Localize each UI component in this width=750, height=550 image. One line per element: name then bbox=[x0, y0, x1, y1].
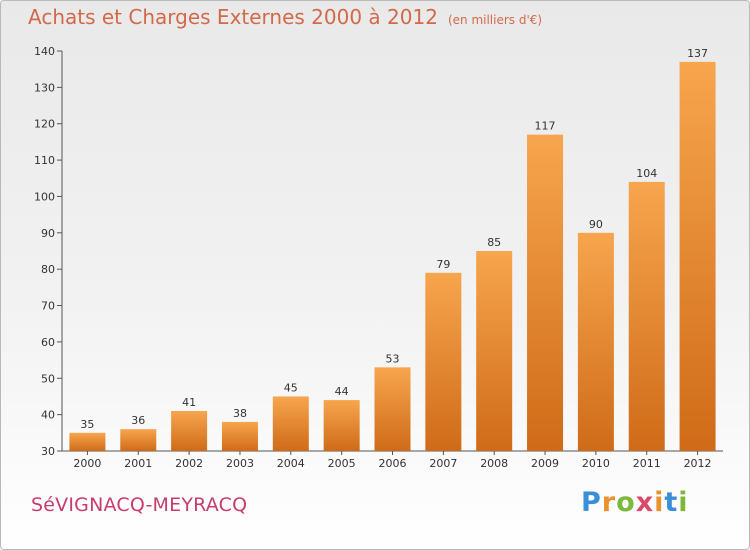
x-tick-label: 2011 bbox=[633, 457, 661, 470]
bar-2003 bbox=[221, 421, 258, 451]
y-tick-label: 90 bbox=[41, 227, 55, 240]
bar-2010 bbox=[577, 232, 614, 451]
x-tick-label: 2005 bbox=[328, 457, 356, 470]
title-row: Achats et Charges Externes 2000 à 2012 (e… bbox=[28, 5, 542, 29]
data-label: 117 bbox=[535, 120, 556, 133]
x-tick-label: 2012 bbox=[684, 457, 712, 470]
data-label: 53 bbox=[386, 352, 400, 365]
y-tick-label: 70 bbox=[41, 300, 55, 313]
data-label: 38 bbox=[233, 407, 247, 420]
bar-2002 bbox=[171, 411, 208, 451]
data-label: 90 bbox=[589, 218, 603, 231]
chart-axes: 30 40 50 60 70 80 90 100 110 120 130 140 2000 2001 200… bbox=[34, 45, 723, 470]
bar-2009 bbox=[527, 134, 564, 452]
data-label: 45 bbox=[284, 381, 298, 394]
bar-2012 bbox=[679, 61, 716, 452]
data-label: 79 bbox=[436, 258, 450, 271]
bar-2000 bbox=[69, 432, 106, 451]
x-tick-label: 2008 bbox=[480, 457, 508, 470]
data-label: 36 bbox=[131, 414, 145, 427]
y-tick-label: 100 bbox=[34, 190, 55, 203]
bar-2005 bbox=[323, 400, 360, 451]
data-label: 35 bbox=[80, 418, 94, 431]
y-tick-label: 130 bbox=[34, 81, 55, 94]
bar-2006 bbox=[374, 367, 411, 451]
bar-2004 bbox=[272, 396, 309, 451]
y-tick-label: 80 bbox=[41, 263, 55, 276]
bar-2007 bbox=[425, 272, 462, 451]
x-tick-label: 2002 bbox=[175, 457, 203, 470]
y-tick-label: 60 bbox=[41, 336, 55, 349]
x-tick-label: 2007 bbox=[429, 457, 457, 470]
x-tick-label: 2001 bbox=[124, 457, 152, 470]
bar-2001 bbox=[120, 429, 157, 451]
y-tick-label: 110 bbox=[34, 154, 55, 167]
x-tick-label: 2000 bbox=[73, 457, 101, 470]
chart-bars bbox=[69, 61, 716, 452]
x-tick-label: 2010 bbox=[582, 457, 610, 470]
y-tick-label: 120 bbox=[34, 118, 55, 131]
data-label: 137 bbox=[687, 47, 708, 60]
commune-name: SéVIGNACQ-MEYRACQ bbox=[31, 494, 248, 516]
bar-2008 bbox=[476, 251, 513, 451]
x-tick-label: 2004 bbox=[277, 457, 305, 470]
bar-2011 bbox=[628, 181, 665, 451]
y-tick-label: 30 bbox=[41, 445, 55, 458]
data-label: 44 bbox=[335, 385, 349, 398]
proxiti-logo: Proxiti bbox=[581, 487, 689, 518]
data-label: 41 bbox=[182, 396, 196, 409]
x-tick-label: 2003 bbox=[226, 457, 254, 470]
y-tick-label: 40 bbox=[41, 409, 55, 422]
chart-labels: 35 36 41 38 45 44 53 79 85 117 90 104 137 bbox=[80, 47, 708, 431]
data-label: 85 bbox=[487, 236, 501, 249]
y-tick-label: 50 bbox=[41, 372, 55, 385]
y-tick-label: 140 bbox=[34, 45, 55, 58]
chart-title: Achats et Charges Externes 2000 à 2012 bbox=[28, 5, 438, 29]
data-label: 104 bbox=[636, 167, 657, 180]
chart-subtitle: (en milliers d'€) bbox=[447, 13, 543, 27]
x-tick-label: 2009 bbox=[531, 457, 559, 470]
x-tick-label: 2006 bbox=[379, 457, 407, 470]
